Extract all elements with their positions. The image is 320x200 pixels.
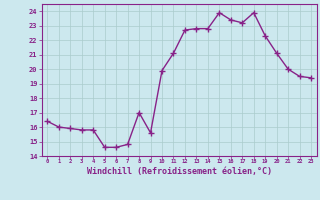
X-axis label: Windchill (Refroidissement éolien,°C): Windchill (Refroidissement éolien,°C): [87, 167, 272, 176]
